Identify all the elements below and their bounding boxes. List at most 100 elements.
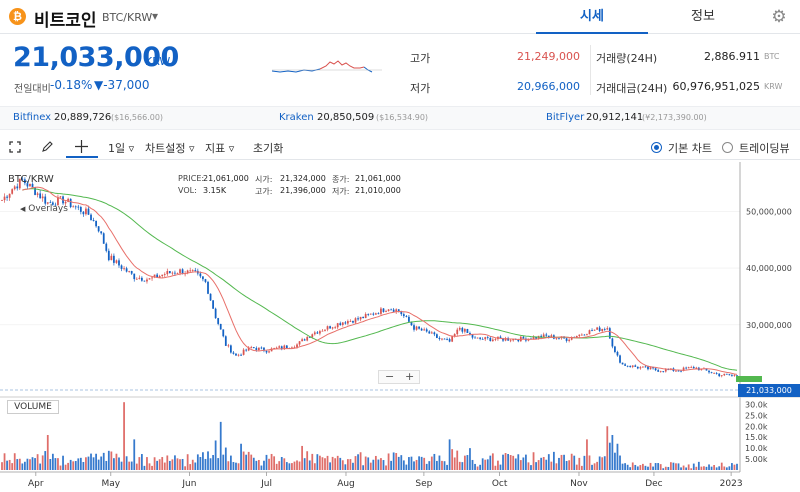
candle-body bbox=[634, 365, 637, 367]
volume-bar bbox=[74, 461, 77, 470]
volume-bar bbox=[657, 463, 660, 470]
volume-bar bbox=[247, 451, 250, 470]
fullscreen-icon[interactable] bbox=[9, 141, 21, 153]
volume-bar bbox=[601, 457, 604, 470]
candle-body bbox=[436, 334, 438, 338]
crosshair-icon[interactable] bbox=[75, 140, 88, 153]
candle-body bbox=[263, 347, 265, 351]
volume-bar bbox=[629, 467, 632, 470]
candle-body bbox=[481, 338, 484, 340]
reset-button[interactable]: 초기화 bbox=[253, 142, 284, 155]
exchange-name[interactable]: Kraken bbox=[279, 112, 314, 123]
chevron-down-icon[interactable]: ▾ bbox=[152, 9, 159, 23]
volume-tick-label: 25.0k bbox=[745, 411, 768, 420]
candle-body bbox=[608, 328, 611, 339]
volume-bar bbox=[517, 454, 520, 470]
volume-bar bbox=[95, 453, 97, 470]
volume-bar bbox=[634, 464, 637, 470]
price-chart[interactable]: 50,000,000 40,000,000 30,000,000 30.0k 25.0… bbox=[0, 162, 800, 492]
coin-pair[interactable]: BTC/KRW bbox=[102, 11, 153, 24]
candle-body bbox=[631, 365, 634, 367]
volume-bar bbox=[583, 455, 586, 470]
candle-body bbox=[535, 336, 537, 339]
volume-pane-label: VOLUME bbox=[7, 400, 59, 414]
candle-body bbox=[291, 347, 293, 349]
candle-body bbox=[476, 337, 479, 339]
pencil-icon[interactable] bbox=[41, 140, 54, 153]
candle-body bbox=[138, 277, 141, 279]
indicators-button[interactable]: 지표 ▿ bbox=[205, 140, 234, 156]
change-percent: -0.18% bbox=[50, 78, 93, 92]
candle-body bbox=[260, 347, 263, 349]
candle-body bbox=[545, 334, 548, 336]
candle-body bbox=[486, 337, 489, 338]
candle-body bbox=[326, 326, 329, 330]
volume-bar bbox=[140, 454, 143, 470]
candle-body bbox=[237, 354, 240, 356]
volume-bar bbox=[194, 462, 197, 470]
tradingview-label[interactable]: 트레이딩뷰 bbox=[739, 142, 790, 155]
volume-bar bbox=[669, 462, 672, 470]
volume-bar bbox=[217, 458, 220, 470]
overlays-label[interactable]: ◀ Overlays bbox=[20, 204, 68, 214]
candle-body bbox=[420, 328, 423, 331]
tab-price[interactable]: 시세 bbox=[536, 0, 648, 34]
tradingview-radio[interactable] bbox=[722, 142, 733, 153]
ma-long-label bbox=[736, 376, 762, 382]
candle-body bbox=[629, 366, 632, 367]
candle-body bbox=[268, 351, 270, 353]
candle-body bbox=[461, 327, 464, 332]
candle-body bbox=[614, 346, 616, 352]
candle-body bbox=[283, 345, 286, 349]
volume-bar bbox=[92, 457, 95, 470]
basic-chart-label[interactable]: 기본 차트 bbox=[668, 142, 712, 155]
time-tick-label: Apr bbox=[28, 479, 44, 489]
volume-bar bbox=[400, 455, 403, 470]
volume-bar bbox=[316, 454, 319, 470]
volume-bar bbox=[184, 466, 187, 470]
exchange-price: 20,850,509 bbox=[317, 112, 375, 123]
exchange-name[interactable]: BitFlyer bbox=[546, 112, 585, 123]
volume-bar bbox=[443, 461, 446, 470]
candle-body bbox=[687, 367, 690, 369]
volume-bar bbox=[240, 443, 242, 470]
volume-bar bbox=[219, 421, 222, 470]
candle-body bbox=[107, 250, 110, 261]
candle-body bbox=[517, 339, 520, 342]
volume-bar bbox=[433, 453, 436, 470]
zoom-out-button[interactable]: − bbox=[385, 370, 395, 383]
exchange-name[interactable]: Bitfinex bbox=[13, 112, 52, 123]
candle-body bbox=[654, 368, 657, 371]
volume-bar bbox=[181, 458, 184, 470]
candle-body bbox=[392, 309, 395, 312]
basic-chart-radio[interactable] bbox=[651, 142, 662, 153]
volume-bar bbox=[189, 464, 192, 470]
volume-bar bbox=[705, 466, 708, 470]
volume-bar bbox=[191, 459, 194, 470]
volume-tick-label: 30.0k bbox=[745, 400, 768, 409]
candle-body bbox=[474, 337, 476, 339]
crosshair-tool-active[interactable] bbox=[66, 136, 98, 158]
ohlc-vol: 3.15K bbox=[203, 186, 227, 195]
candle-body bbox=[611, 338, 614, 347]
candle-body bbox=[31, 183, 34, 188]
candle-body bbox=[601, 329, 604, 331]
chart-settings-button[interactable]: 차트설정 ▿ bbox=[145, 140, 195, 156]
volume-bar bbox=[395, 453, 398, 470]
candle-body bbox=[463, 329, 466, 332]
ohlc-open-label: 시가: bbox=[255, 175, 273, 184]
interval-select[interactable]: 1일 ▿ bbox=[108, 140, 134, 156]
volume-bar bbox=[143, 465, 146, 470]
coin-name[interactable]: 비트코인 bbox=[34, 11, 97, 31]
candle-body bbox=[153, 274, 156, 278]
candle-body bbox=[163, 274, 166, 275]
zoom-in-button[interactable]: + bbox=[405, 370, 415, 383]
candle-body bbox=[95, 220, 97, 227]
candle-body bbox=[639, 367, 642, 369]
tab-info[interactable]: 정보 bbox=[691, 9, 715, 24]
volume-bar bbox=[715, 467, 718, 470]
ohlc-price: 21,061,000 bbox=[203, 174, 249, 183]
candle-body bbox=[619, 355, 621, 363]
gear-icon[interactable]: ⚙ bbox=[771, 7, 787, 27]
volume-bar bbox=[161, 457, 164, 470]
